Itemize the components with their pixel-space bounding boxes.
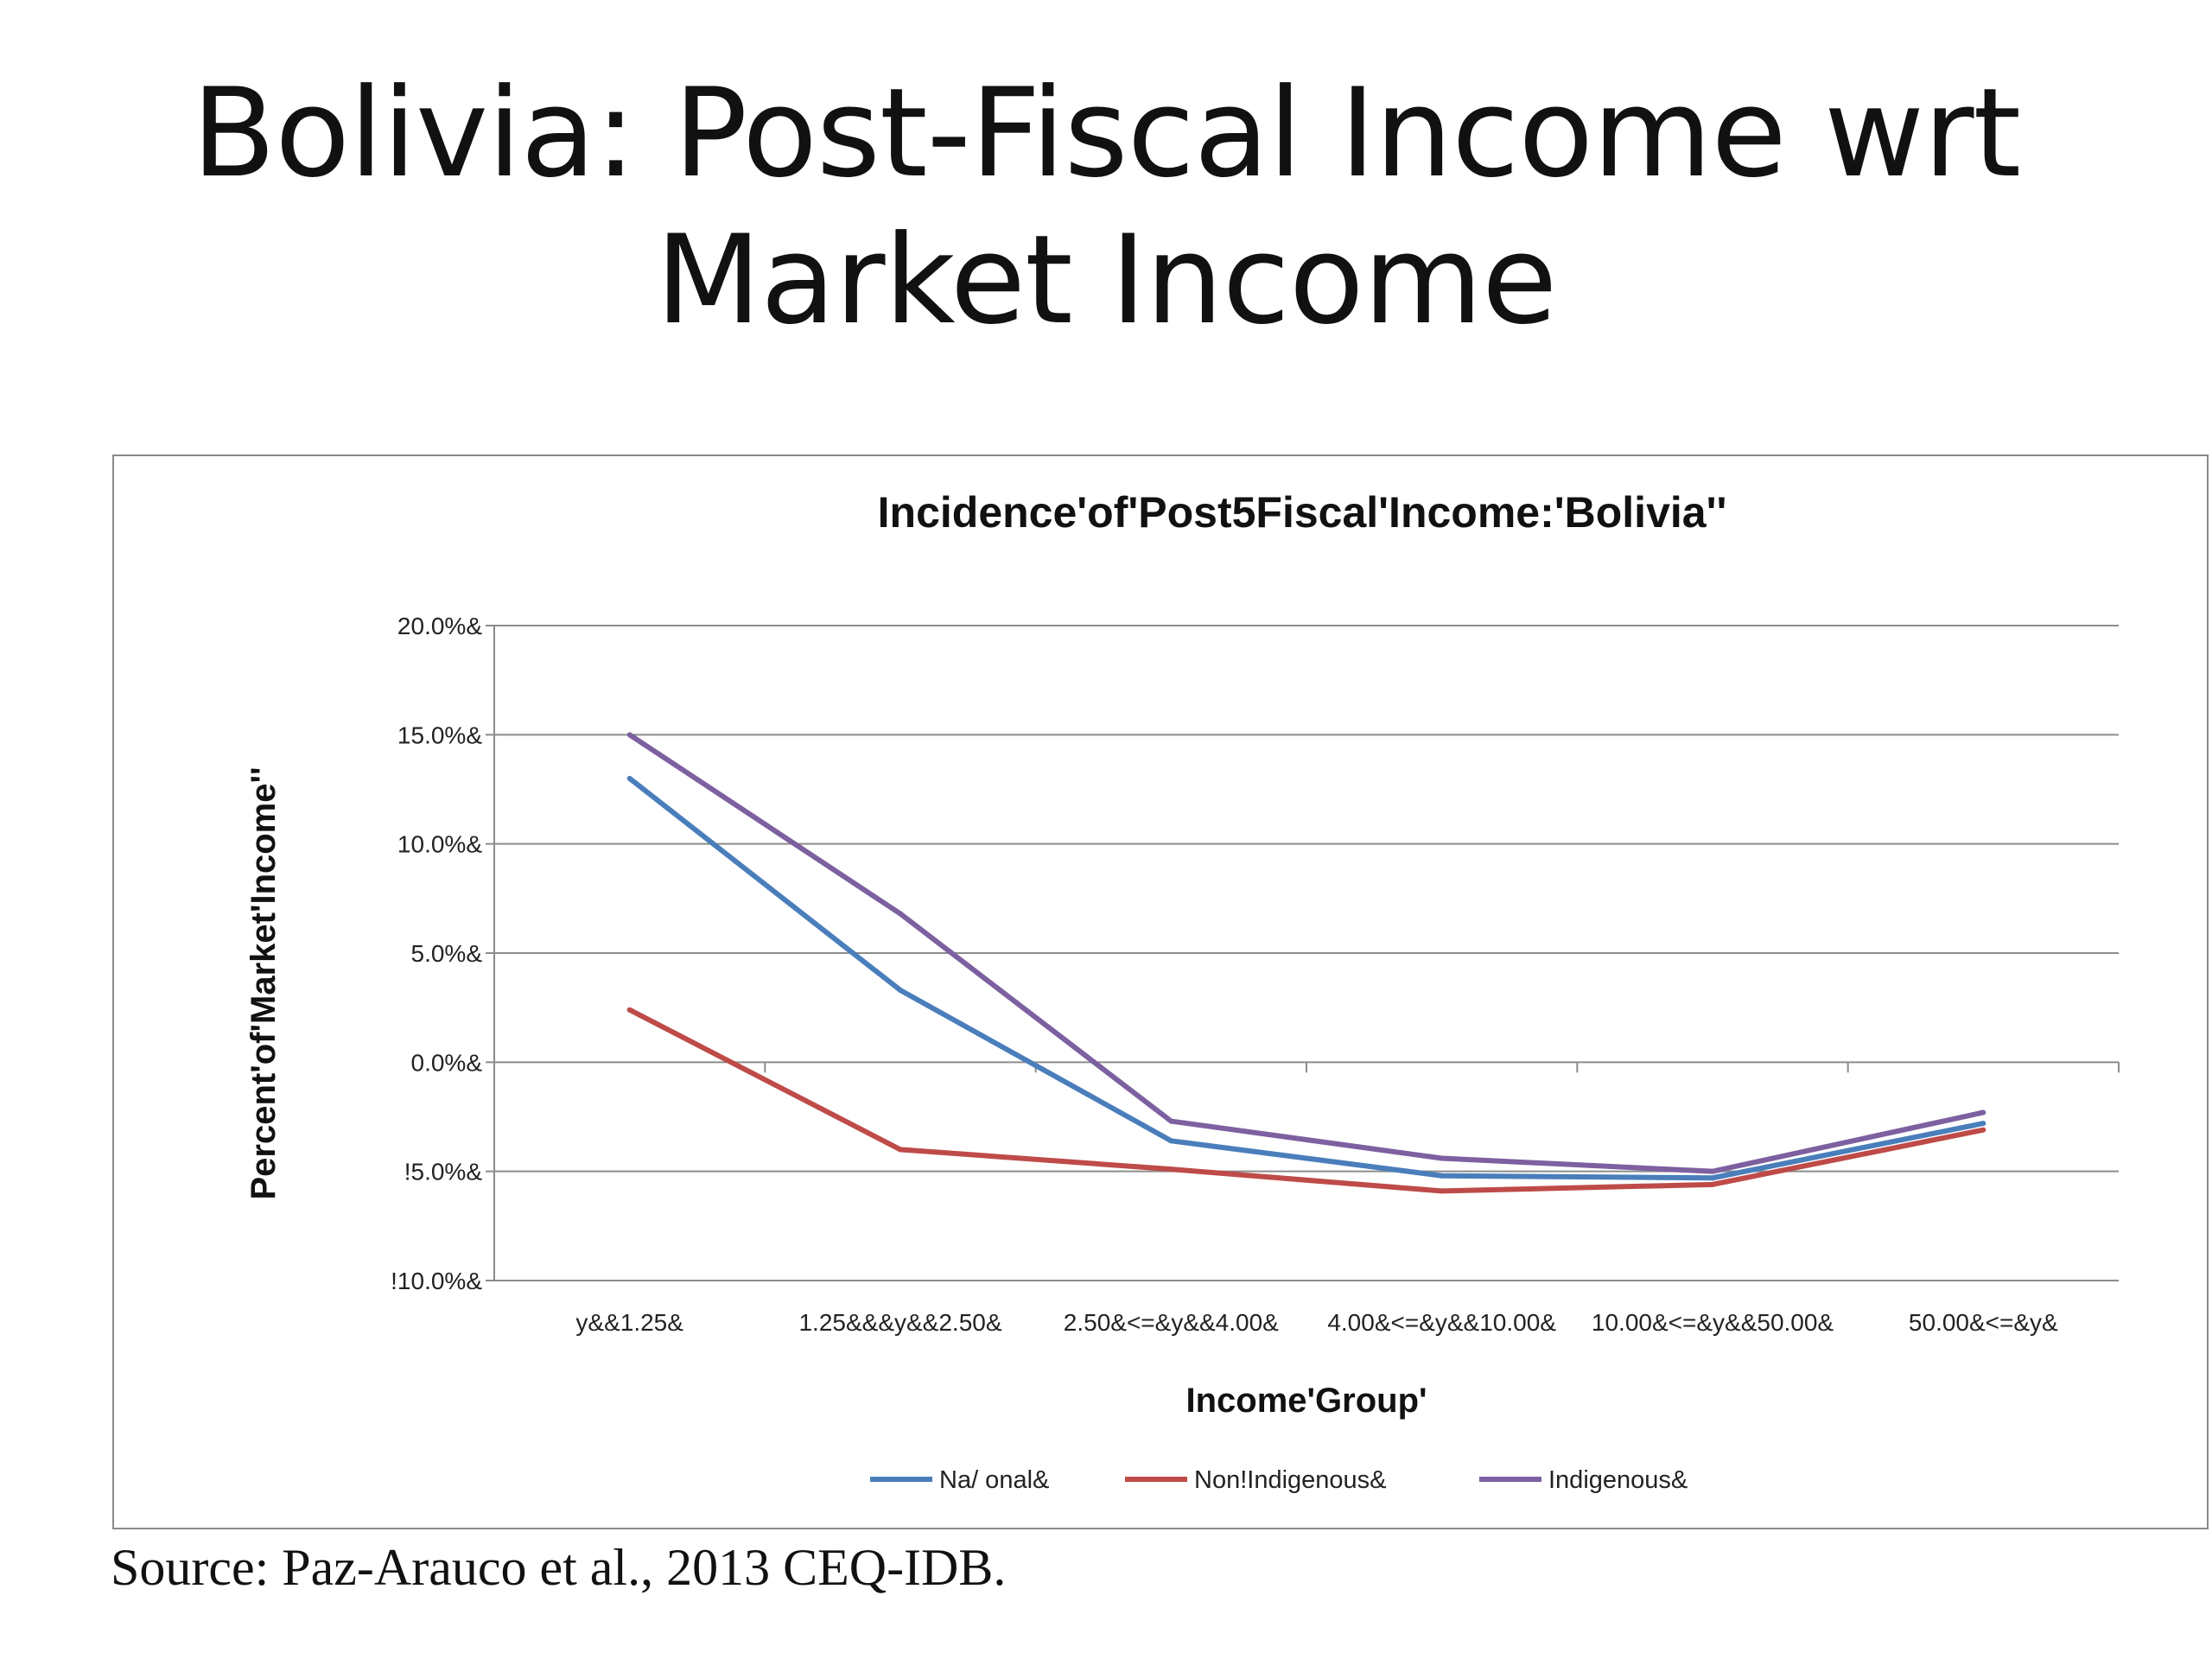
y-tick-label: 0.0%&: [411, 1049, 483, 1076]
legend-label: Na/ onal&: [939, 1466, 1049, 1494]
legend-label: Non!Indigenous&: [1194, 1466, 1387, 1494]
data-point: [1168, 1138, 1174, 1144]
data-point: [1980, 1121, 1986, 1127]
chart-frame: Incidence'of'Post5Fiscal'Income:'Bolivia…: [112, 454, 2209, 1529]
chart-title: Incidence'of'Post5Fiscal'Income:'Bolivia…: [878, 488, 1727, 537]
series-line: [628, 1007, 1984, 1194]
data-point: [1980, 1109, 1986, 1116]
data-point: [1439, 1173, 1445, 1179]
data-point: [898, 911, 903, 917]
slide-title: Bolivia: Post-Fiscal Income wrt Market I…: [0, 60, 2212, 354]
data-point: [1168, 1118, 1174, 1124]
y-tick-label: 5.0%&: [411, 940, 483, 967]
x-tick-label: 50.00&<=&y&: [1909, 1309, 2058, 1336]
data-point: [1439, 1188, 1445, 1194]
y-tick-label: !5.0%&: [404, 1159, 483, 1185]
y-tick-label: 10.0%&: [397, 831, 482, 858]
data-point: [1168, 1166, 1174, 1173]
x-tick-label: 10.00&<=&y&&50.00&: [1592, 1309, 1834, 1336]
data-point: [1980, 1127, 1986, 1133]
data-point: [898, 987, 903, 993]
data-point: [1439, 1155, 1445, 1161]
data-point: [626, 775, 632, 781]
x-tick-label: 2.50&<=&y&&4.00&: [1064, 1309, 1279, 1336]
y-tick-label: 20.0%&: [397, 613, 482, 639]
y-tick-labels: 20.0%& 15.0%& 10.0%& 5.0%& 0.0%& !5.0%& !10.0%…: [391, 613, 482, 1294]
source-note: Source: Paz-Arauco et al., 2013 CEQ-IDB.: [111, 1539, 1007, 1596]
legend-label: Indigenous&: [1548, 1466, 1688, 1494]
series-lines: [626, 732, 1986, 1194]
slide-title-line-1: Bolivia: Post-Fiscal Income wrt: [191, 62, 2021, 205]
gridlines: [494, 625, 2119, 1281]
data-point: [1710, 1168, 1715, 1174]
x-tick-label: 1.25&&&y&&2.50&: [798, 1309, 1001, 1336]
x-tick-labels: y&&1.25& 1.25&&&y&&2.50& 2.50&<=&y&&4.00& 4…: [575, 1309, 2058, 1336]
line-chart: Incidence'of'Post5Fiscal'Income:'Bolivia…: [245, 488, 2120, 1494]
x-axis-title: Income'Group': [1185, 1382, 1427, 1420]
data-point: [898, 1147, 903, 1153]
data-point: [1710, 1181, 1715, 1187]
data-point: [626, 732, 632, 738]
series-line: [628, 732, 1984, 1174]
y-axis-title: Percent'of'Market'Income'': [245, 766, 283, 1199]
x-tick-label: 4.00&<=&y&&10.00&: [1327, 1309, 1556, 1336]
series-line: [627, 776, 1984, 1181]
data-point: [626, 1007, 632, 1013]
legend: Na/ onal& Non!Indigenous& Indigenous&: [870, 1466, 1688, 1494]
y-tick-label: !10.0%&: [391, 1268, 482, 1294]
y-tick-label: 15.0%&: [397, 721, 482, 748]
data-point: [1710, 1175, 1715, 1181]
x-tick-label: y&&1.25&: [575, 1309, 683, 1336]
slide-title-line-2: Market Income: [655, 209, 1558, 352]
